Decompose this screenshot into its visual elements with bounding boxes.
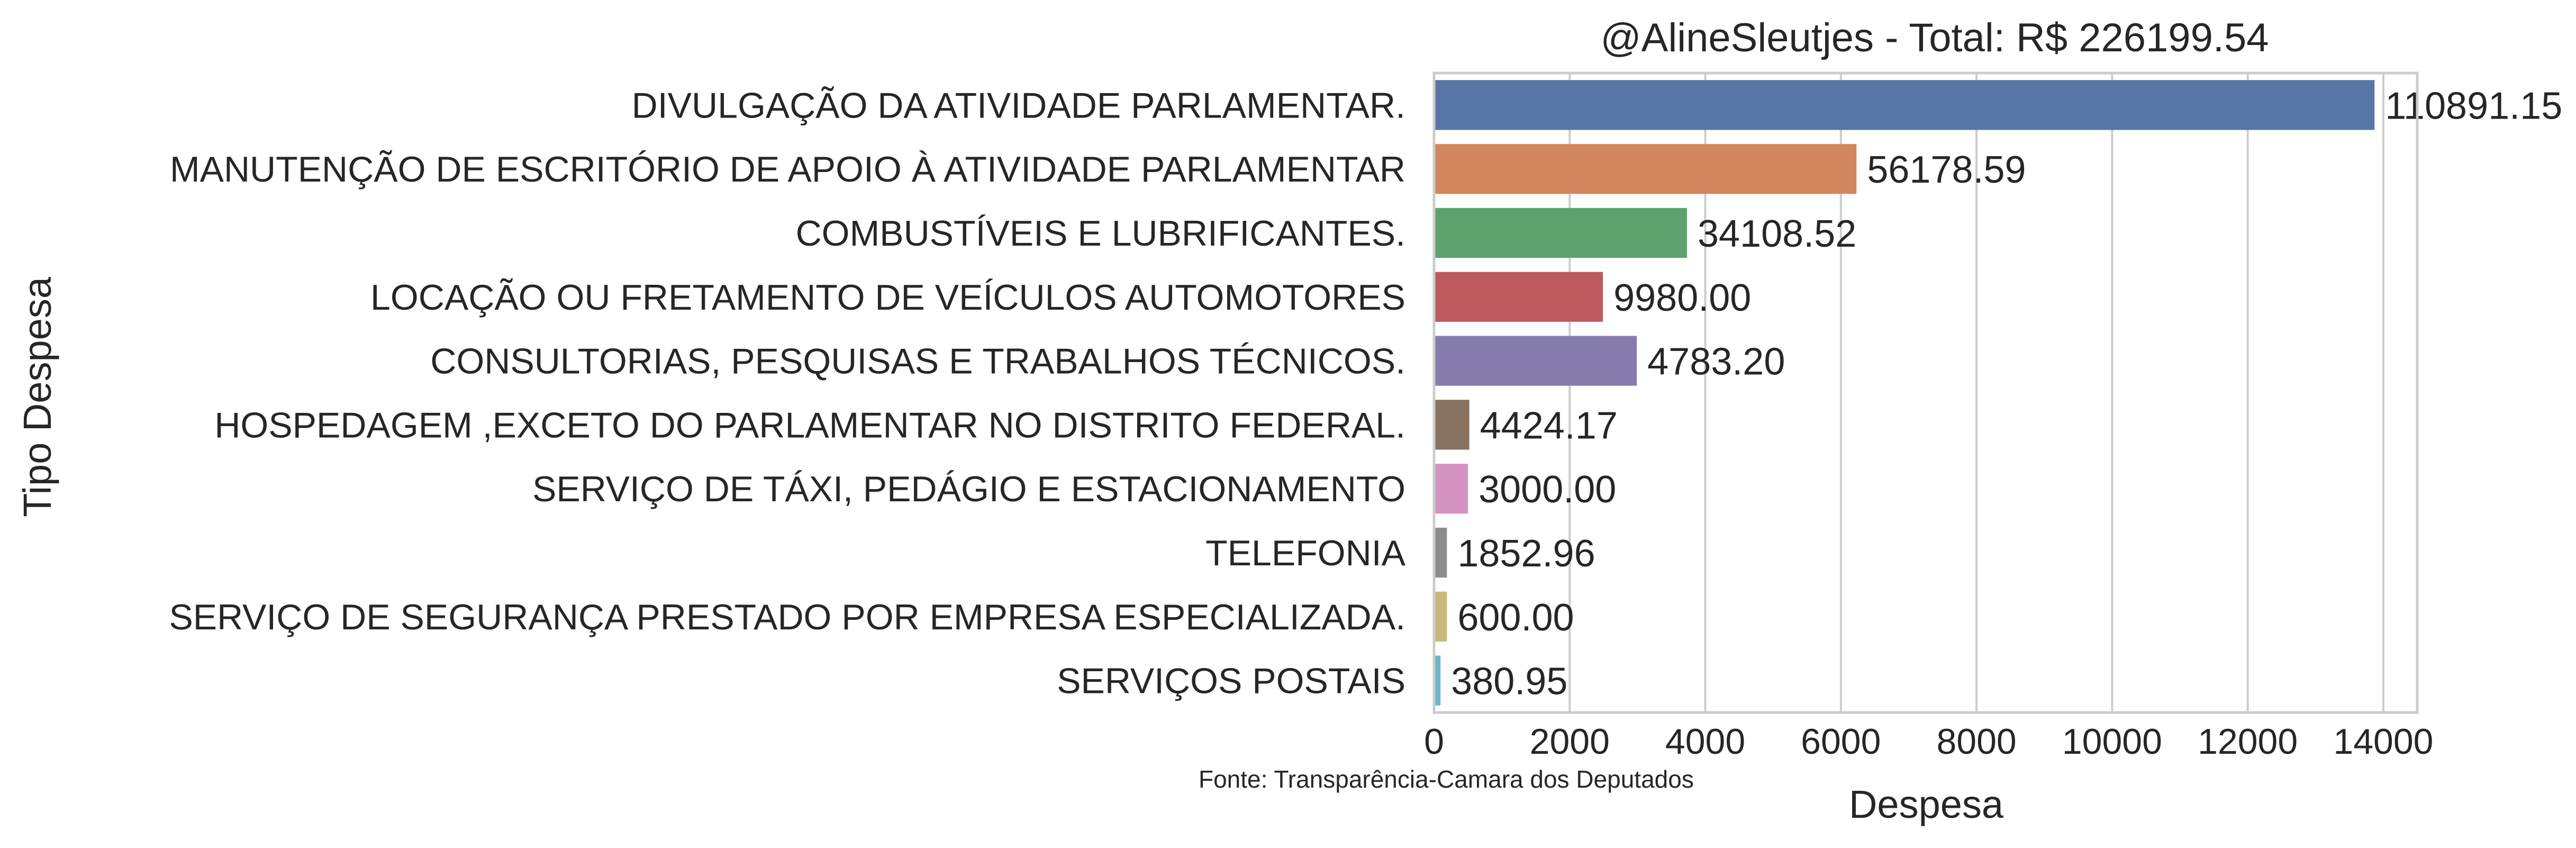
bar-value-label: 34108.52	[1698, 213, 1856, 255]
bar-value-label: 4424.17	[1480, 404, 1618, 447]
x-tick-label: 8000	[1936, 721, 2016, 762]
bar-value-label: 110891.15	[2385, 85, 2562, 127]
x-tick-label: 12000	[2198, 721, 2298, 762]
bar	[1434, 592, 1447, 642]
bar	[1434, 336, 1637, 385]
y-axis-label: Tipo Despesa	[15, 276, 59, 517]
bar-value-label: 9980.00	[1613, 277, 1751, 319]
y-tick-label: SERVIÇO DE TÁXI, PEDÁGIO E ESTACIONAMENT…	[532, 469, 1405, 509]
x-tick-label: 14000	[2333, 721, 2433, 762]
bar-value-label: 3000.00	[1479, 468, 1616, 511]
y-tick-label: TELEFONIA	[1205, 533, 1405, 573]
y-tick-label: DIVULGAÇÃO DA ATIVIDADE PARLAMENTAR.	[632, 85, 1405, 125]
bar	[1434, 272, 1603, 322]
source-note: Fonte: Transparência-Camara dos Deputado…	[1199, 765, 1694, 793]
x-axis-label: Despesa	[1849, 782, 2004, 826]
x-tick-label: 0	[1424, 721, 1444, 762]
x-tick-label: 4000	[1665, 721, 1745, 762]
x-tick-label: 2000	[1530, 721, 1610, 762]
chart-title: @AlineSleutjes - Total: R$ 226199.54	[1601, 15, 2269, 60]
bar	[1434, 208, 1687, 258]
bar	[1434, 80, 2374, 130]
bar-value-label: 1852.96	[1457, 533, 1595, 575]
bar-value-label: 4783.20	[1647, 341, 1785, 383]
bar-value-label: 380.95	[1451, 661, 1567, 703]
y-tick-label: LOCAÇÃO OU FRETAMENTO DE VEÍCULOS AUTOMO…	[370, 277, 1405, 318]
bar-value-label: 56178.59	[1867, 149, 2026, 191]
y-tick-label: COMBUSTÍVEIS E LUBRIFICANTES.	[796, 213, 1405, 254]
y-tick-label: SERVIÇO DE SEGURANÇA PRESTADO POR EMPRES…	[169, 597, 1405, 637]
y-tick-label: HOSPEDAGEM ,EXCETO DO PARLAMENTAR NO DIS…	[214, 405, 1405, 445]
bar	[1434, 528, 1447, 578]
x-tick-label: 6000	[1801, 721, 1881, 762]
x-tick-label: 10000	[2062, 721, 2162, 762]
y-tick-label: SERVIÇOS POSTAIS	[1057, 661, 1405, 701]
bar	[1434, 144, 1856, 194]
y-tick-label: CONSULTORIAS, PESQUISAS E TRABALHOS TÉCN…	[430, 341, 1405, 382]
y-tick-label: MANUTENÇÃO DE ESCRITÓRIO DE APOIO À ATIV…	[170, 149, 1405, 190]
bar	[1434, 464, 1468, 513]
bar-value-label: 600.00	[1457, 597, 1574, 639]
bar	[1434, 400, 1470, 449]
label-layer: 0 2000 4000 6000 8000 10000 12000 14000 DIVULGAÇ…	[169, 85, 2562, 762]
